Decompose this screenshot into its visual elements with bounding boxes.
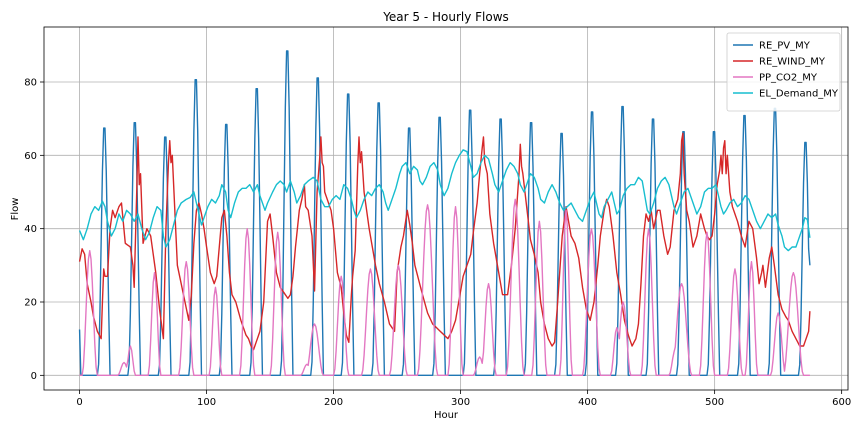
- x-tick-label: 200: [324, 397, 343, 408]
- y-tick-label: 80: [24, 78, 37, 89]
- legend-label: RE_WIND_MY: [759, 57, 826, 68]
- y-axis-label: Flow: [10, 198, 21, 221]
- series-line-el-demand-my: [78, 149, 811, 252]
- plot-area: [78, 50, 811, 377]
- legend-label: EL_Demand_MY: [759, 89, 839, 100]
- y-tick-label: 0: [31, 371, 37, 382]
- y-tick-label: 60: [24, 151, 37, 162]
- plot-frame: [43, 26, 849, 391]
- x-tick-label: 0: [76, 397, 82, 408]
- series-line-re-pv-my: [78, 50, 811, 377]
- y-tick-label: 40: [24, 224, 37, 235]
- x-tick-label: 100: [197, 397, 216, 408]
- legend-label: RE_PV_MY: [759, 41, 811, 52]
- axes: 0 100 200 300 400 500 600 0 20 40 60 80: [24, 26, 851, 408]
- series-line-pp-co2-my: [79, 198, 810, 377]
- legend: RE_PV_MY RE_WIND_MY PP_CO2_MY EL_Demand_MY: [726, 32, 841, 112]
- x-tick-label: 500: [705, 397, 724, 408]
- x-tick-label: 400: [578, 397, 597, 408]
- x-tick-label: 300: [451, 397, 470, 408]
- legend-box: [726, 32, 841, 112]
- x-axis-label: Hour: [434, 410, 459, 421]
- chart-title: Year 5 - Hourly Flows: [382, 10, 509, 24]
- x-tick-label: 600: [832, 397, 851, 408]
- y-tick-label: 20: [24, 298, 37, 309]
- legend-label: PP_CO2_MY: [759, 73, 818, 84]
- series-line-re-wind-my: [78, 132, 811, 351]
